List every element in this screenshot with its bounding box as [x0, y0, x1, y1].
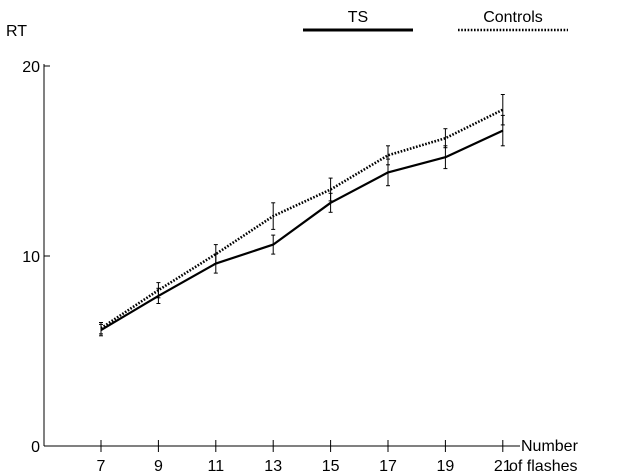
- x-tick-label: 13: [264, 458, 282, 475]
- series-layer: [99, 94, 505, 337]
- legend-item-ts: TS: [303, 9, 413, 32]
- legend-label: TS: [348, 9, 368, 26]
- x-tick-label: 9: [154, 458, 163, 475]
- x-tick-label: 17: [379, 458, 397, 475]
- x-tick-label: 15: [322, 458, 340, 475]
- x-tick-label: 21: [494, 458, 512, 475]
- x-tick-label: 19: [437, 458, 455, 475]
- legend-item-controls: Controls: [458, 9, 568, 32]
- x-tick-label: 7: [97, 458, 106, 475]
- y-tick-label: 10: [22, 249, 40, 266]
- y-axis-label: RT: [6, 23, 27, 40]
- series-controls: [99, 94, 505, 335]
- y-tick-label: 0: [31, 439, 40, 456]
- legend-label: Controls: [483, 9, 543, 26]
- x-axis-label-line1: Number: [521, 438, 579, 455]
- axes: 0 10 20 7 9 11 13 15 17 19 21 RT Number of flashes: [6, 23, 579, 475]
- series-ts: [99, 114, 505, 337]
- x-tick-label: 11: [207, 458, 224, 475]
- y-tick-label: 20: [22, 59, 40, 76]
- series-line-controls: [100, 108, 504, 330]
- legend: TS Controls: [303, 9, 568, 32]
- x-axis-label-line2: of flashes: [509, 458, 577, 475]
- series-line-ts: [100, 129, 504, 332]
